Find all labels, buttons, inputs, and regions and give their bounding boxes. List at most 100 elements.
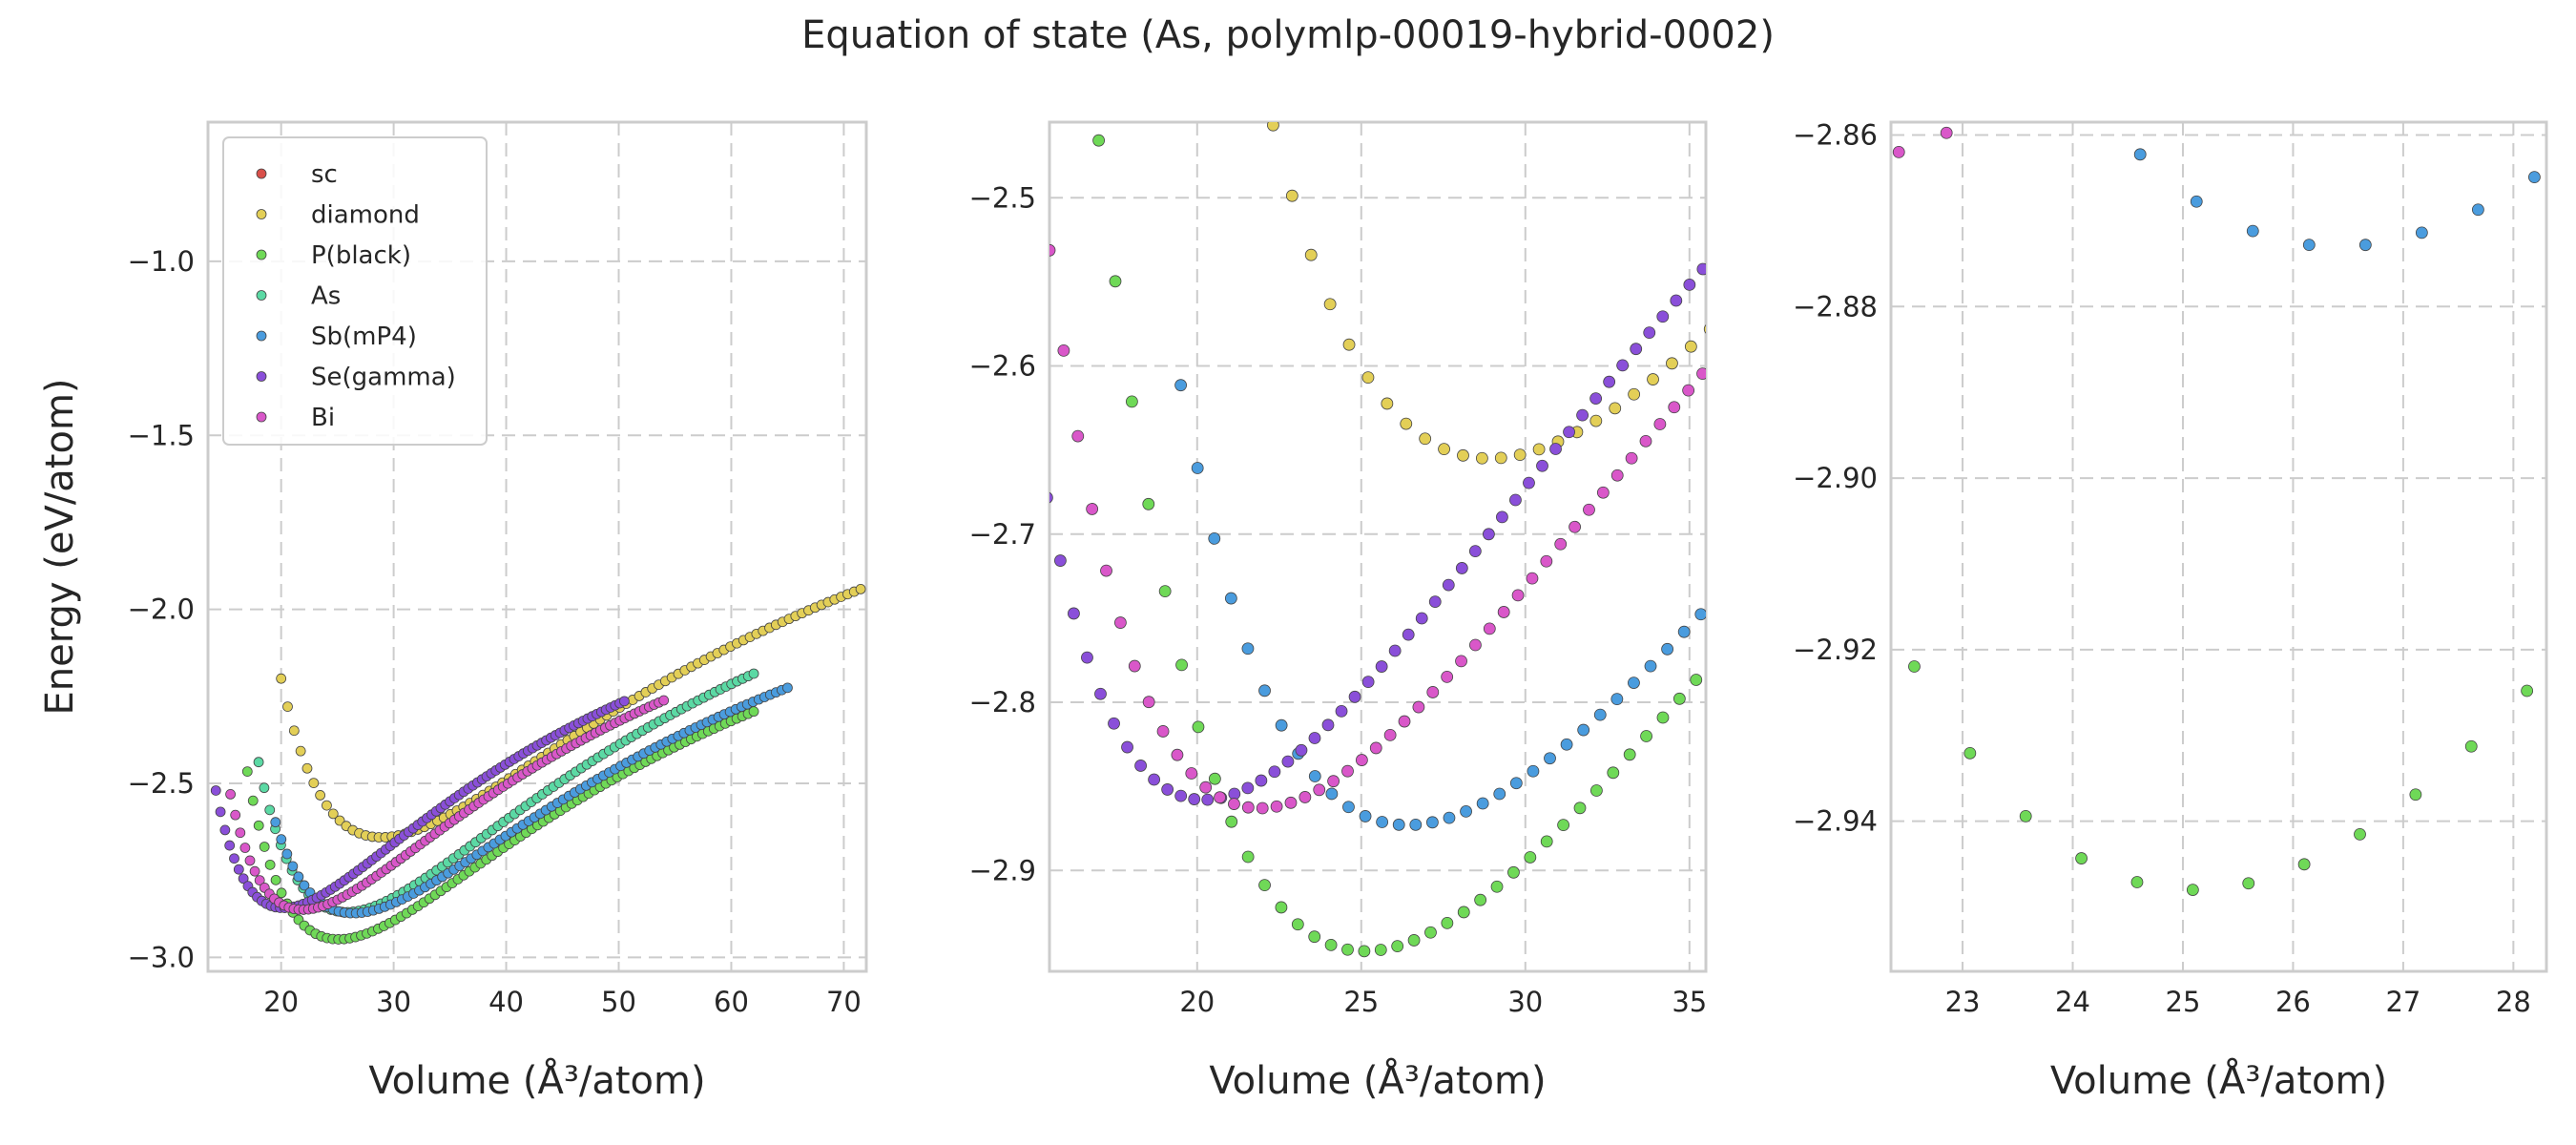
data-point-se-gamma bbox=[1049, 491, 1053, 504]
data-point-se-gamma bbox=[1295, 743, 1308, 757]
data-point-bi bbox=[239, 843, 251, 853]
data-point-sb-mp4 bbox=[1610, 693, 1624, 706]
data-point-bi bbox=[1241, 801, 1255, 814]
data-point-sb-mp4 bbox=[1359, 810, 1372, 822]
data-point-diamond bbox=[1589, 414, 1603, 427]
data-point-p-black bbox=[1690, 674, 1703, 686]
x-tick-label: 25 bbox=[1343, 986, 1379, 1018]
data-point-p-black bbox=[1291, 918, 1304, 931]
data-point-p-black bbox=[1125, 395, 1138, 408]
x-axis-label: Volume (Å³/atom) bbox=[1209, 1057, 1546, 1103]
data-point-bi bbox=[1540, 554, 1553, 568]
data-point-p-black bbox=[2075, 852, 2088, 864]
data-point-p-black bbox=[1275, 901, 1288, 914]
data-point-sb-mp4 bbox=[1661, 642, 1674, 656]
data-point-se-gamma bbox=[1482, 528, 1495, 541]
data-point-bi bbox=[235, 827, 246, 839]
legend-marker-p-black bbox=[256, 249, 267, 260]
data-point-diamond bbox=[1304, 248, 1318, 261]
data-point-se-gamma bbox=[1068, 607, 1080, 620]
data-point-sb-mp4 bbox=[276, 834, 287, 845]
data-point-bi bbox=[1469, 638, 1482, 652]
y-tick-label: −2.90 bbox=[1793, 462, 1878, 494]
data-point-se-gamma bbox=[619, 696, 630, 707]
data-point-bi bbox=[1383, 728, 1397, 741]
y-tick-label: −3.0 bbox=[128, 941, 195, 973]
data-point-se-gamma bbox=[1121, 740, 1133, 754]
data-point-p-black bbox=[1324, 938, 1338, 951]
data-point-diamond bbox=[1609, 402, 1622, 415]
data-point-se-gamma bbox=[229, 853, 239, 864]
data-point-diamond bbox=[1494, 451, 1507, 465]
data-point-sb-mp4 bbox=[1258, 684, 1271, 697]
x-tick-label: 24 bbox=[2055, 986, 2090, 1018]
data-point-bi bbox=[1596, 486, 1610, 499]
data-point-se-gamma bbox=[1081, 651, 1093, 664]
plot-area bbox=[1048, 120, 1708, 973]
data-point-se-gamma bbox=[1643, 326, 1656, 340]
data-point-se-gamma bbox=[1415, 612, 1428, 625]
legend-label-sb-mp4: Sb(mP4) bbox=[311, 323, 417, 351]
x-axis-label: Volume (Å³/atom) bbox=[368, 1057, 705, 1103]
legend-label-as: As bbox=[311, 282, 341, 311]
data-point-bi bbox=[1526, 572, 1539, 585]
data-point-diamond bbox=[1475, 451, 1488, 465]
data-point-sb-mp4 bbox=[1493, 787, 1506, 801]
data-point-se-gamma bbox=[1656, 310, 1670, 323]
data-point-sb-mp4 bbox=[1425, 816, 1439, 829]
data-point-diamond bbox=[855, 583, 866, 594]
data-point-p-black bbox=[1308, 930, 1321, 944]
data-point-diamond bbox=[282, 701, 293, 713]
data-point-p-black bbox=[1208, 772, 1221, 785]
data-point-sb-mp4 bbox=[1275, 718, 1288, 732]
data-point-diamond bbox=[288, 725, 300, 737]
data-point-bi bbox=[1142, 696, 1155, 709]
plot-frame bbox=[1048, 120, 1708, 973]
x-tick-label: 30 bbox=[376, 986, 411, 1018]
data-point-se-gamma bbox=[1536, 459, 1548, 472]
y-tick-label: −2.9 bbox=[969, 854, 1036, 886]
data-point-sb-mp4 bbox=[2415, 226, 2428, 239]
y-tick-label: −2.88 bbox=[1793, 290, 1878, 323]
data-point-bi bbox=[1100, 564, 1112, 577]
data-point-se-gamma bbox=[1321, 718, 1335, 732]
data-point-sb-mp4 bbox=[1241, 642, 1255, 656]
legend-label-sc: sc bbox=[311, 160, 338, 189]
data-point-se-gamma bbox=[1589, 392, 1603, 405]
data-point-diamond bbox=[1666, 357, 1678, 370]
data-point-sb-mp4 bbox=[293, 871, 304, 883]
data-point-sb-mp4 bbox=[1544, 752, 1556, 765]
data-point-bi bbox=[1455, 655, 1467, 668]
y-tick-label: −2.86 bbox=[1793, 118, 1878, 151]
y-tick-label: −2.94 bbox=[1793, 805, 1878, 838]
data-point-sb-mp4 bbox=[1174, 379, 1187, 392]
legend-label-p-black: P(black) bbox=[311, 241, 411, 270]
data-point-p-black bbox=[1407, 934, 1421, 947]
legend-label-diamond: diamond bbox=[311, 201, 420, 230]
data-point-bi bbox=[1610, 468, 1624, 482]
data-point-se-gamma bbox=[233, 864, 244, 875]
data-point-p-black bbox=[2297, 858, 2311, 871]
legend-marker-sb-mp4 bbox=[256, 330, 267, 342]
data-point-diamond bbox=[1267, 122, 1279, 132]
data-point-sb-mp4 bbox=[299, 880, 310, 891]
data-point-sb-mp4 bbox=[1224, 592, 1237, 605]
data-point-p-black bbox=[1623, 748, 1636, 761]
data-point-bi bbox=[1128, 659, 1141, 673]
data-point-p-black bbox=[247, 795, 259, 806]
data-point-bi bbox=[1398, 715, 1411, 728]
data-point-p-black bbox=[1640, 730, 1652, 742]
data-point-p-black bbox=[2409, 788, 2422, 802]
data-point-p-black bbox=[1908, 660, 1921, 673]
data-point-se-gamma bbox=[1616, 359, 1630, 372]
data-point-se-gamma bbox=[1603, 375, 1616, 388]
data-point-bi bbox=[1049, 243, 1056, 257]
data-point-sb-mp4 bbox=[1476, 797, 1489, 810]
data-point-bi bbox=[1156, 725, 1170, 738]
data-point-sb-mp4 bbox=[1325, 787, 1339, 801]
data-point-bi bbox=[1327, 775, 1340, 788]
plot-area bbox=[1889, 120, 2548, 973]
data-point-bi bbox=[1696, 367, 1706, 381]
data-point-se-gamma bbox=[1549, 443, 1562, 455]
